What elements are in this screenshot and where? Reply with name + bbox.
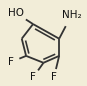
Text: NH₂: NH₂ xyxy=(62,10,81,20)
Text: F: F xyxy=(8,57,14,67)
Text: F: F xyxy=(30,72,36,82)
Text: HO: HO xyxy=(8,8,24,18)
Text: F: F xyxy=(51,72,57,82)
